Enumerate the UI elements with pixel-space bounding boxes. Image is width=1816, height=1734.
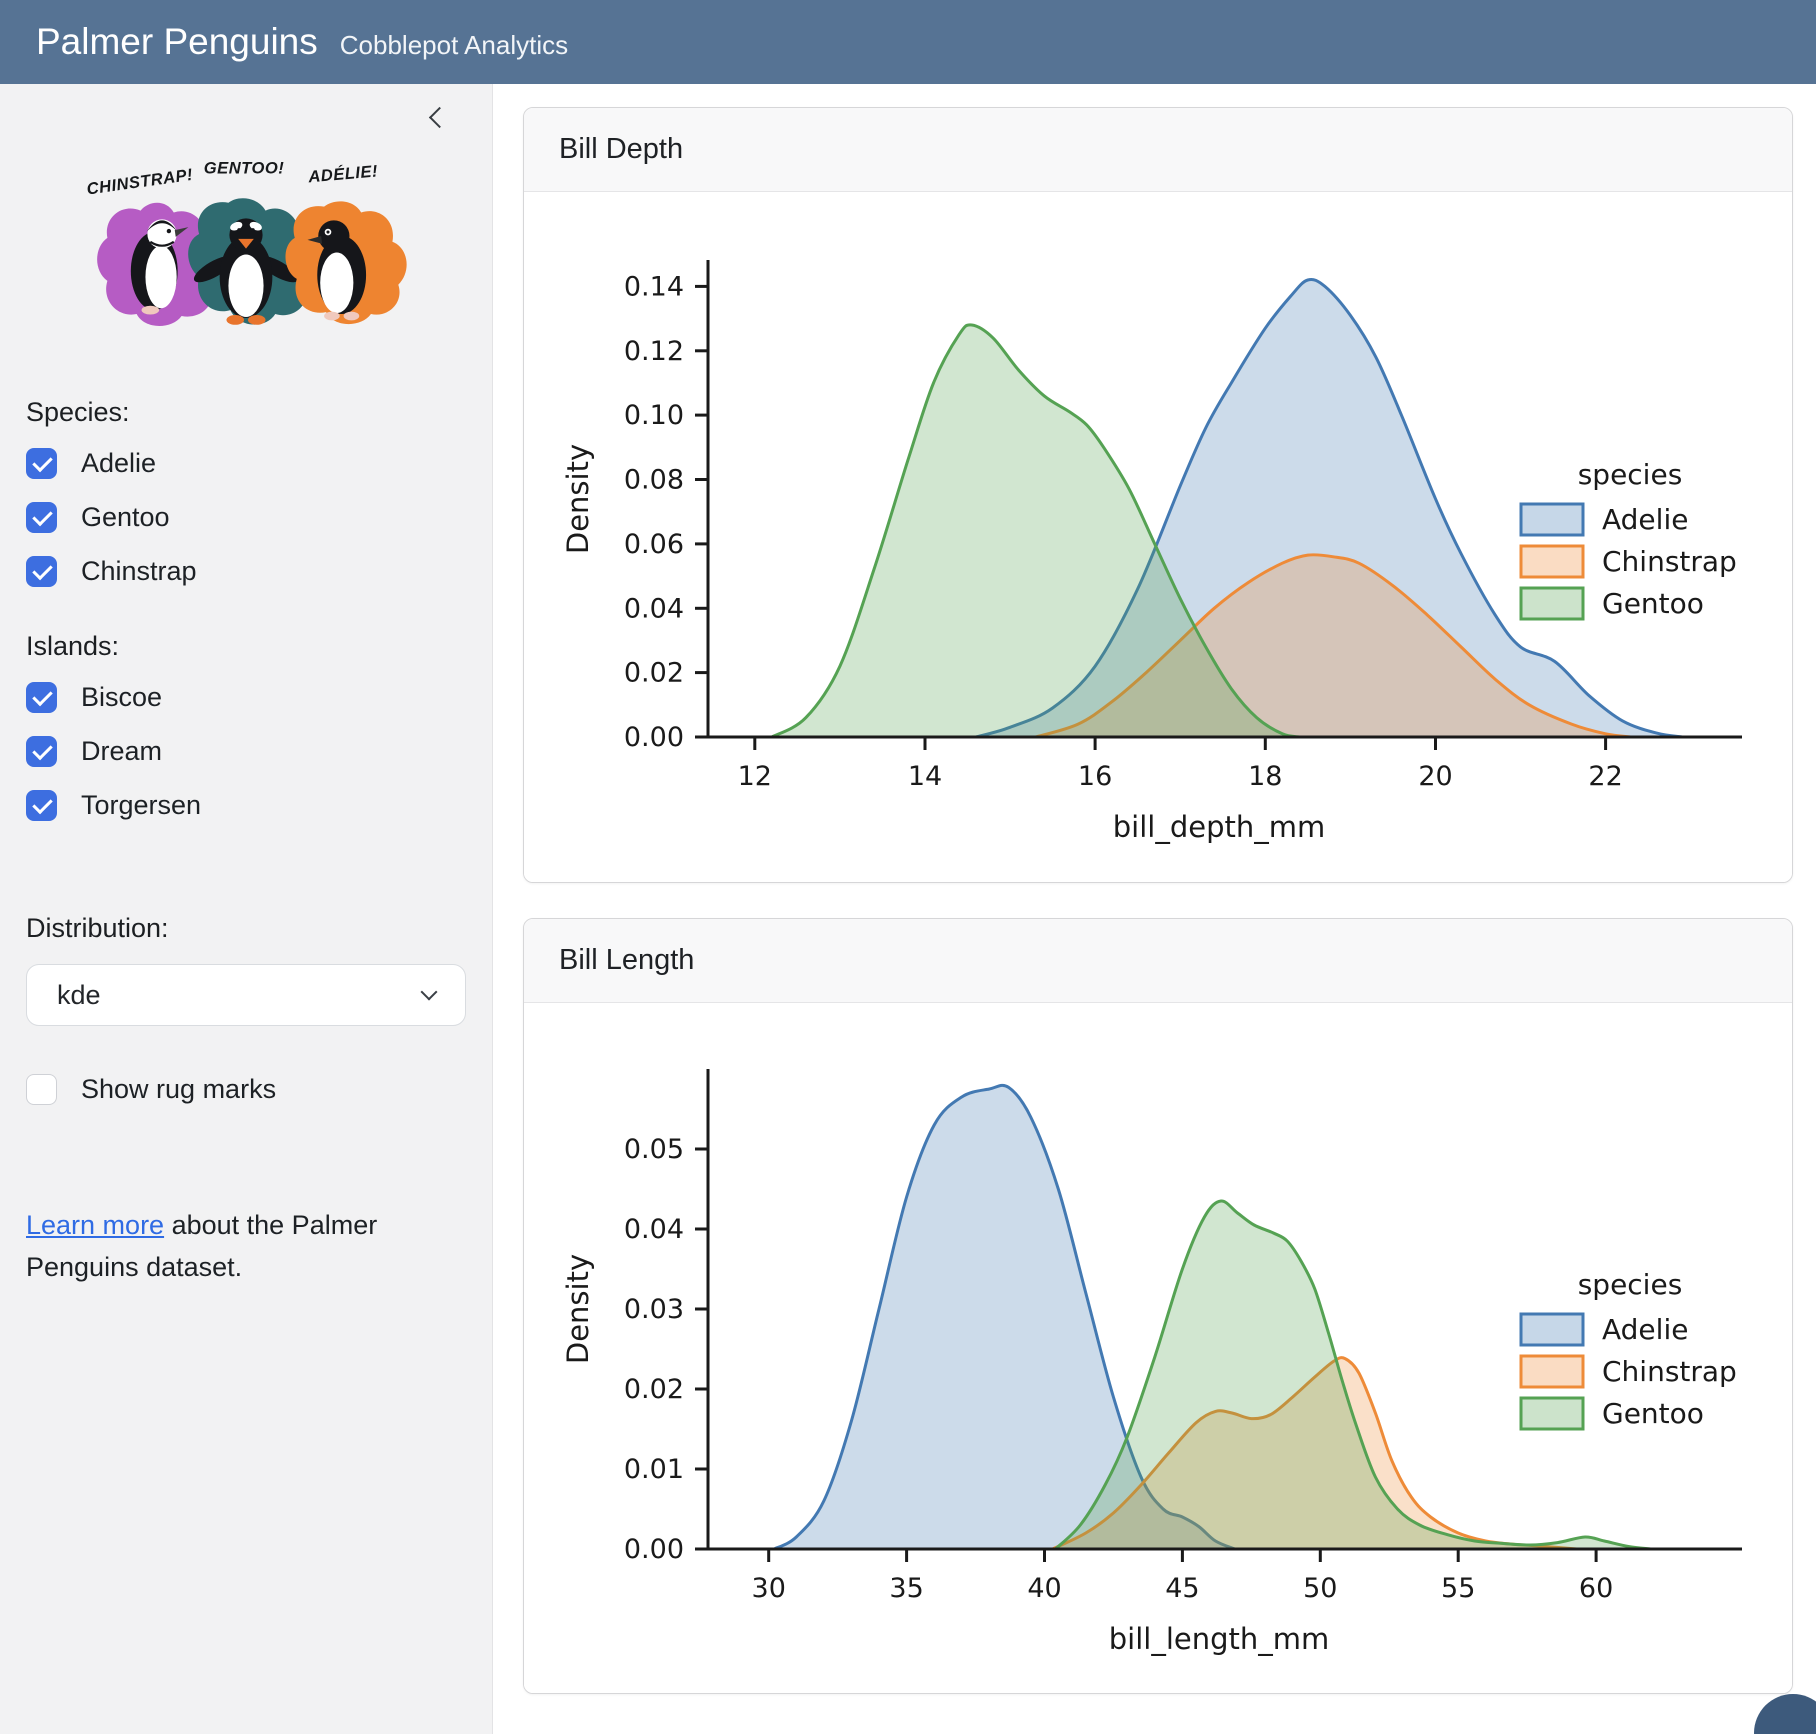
chevron-left-icon xyxy=(429,107,450,128)
bill-depth-card: Bill Depth 12 14 16 18 20 22 0.00 0.02 0.04 0.06 0… xyxy=(523,107,1793,883)
island-checkbox-torgersen[interactable]: Torgersen xyxy=(26,790,466,821)
distribution-group: Distribution: kde xyxy=(26,913,466,1026)
species-checkbox-gentoo[interactable]: Gentoo xyxy=(26,502,466,533)
svg-text:0.02: 0.02 xyxy=(624,658,684,689)
bill-length-kde-chart: 30 35 40 45 50 55 60 0.00 0.01 0.02 0.03 0.04 0.05 bi… xyxy=(524,1003,1792,1693)
legend-swatch-adelie xyxy=(1521,1314,1583,1345)
checkbox-icon[interactable] xyxy=(26,502,57,533)
legend-label-chinstrap: Chinstrap xyxy=(1602,1355,1737,1388)
svg-text:0.06: 0.06 xyxy=(624,529,684,560)
distribution-selected-value: kde xyxy=(57,980,101,1011)
svg-text:35: 35 xyxy=(889,1573,923,1604)
checkbox-label: Dream xyxy=(81,736,162,767)
checkbox-icon[interactable] xyxy=(26,682,57,713)
checkbox-label: Gentoo xyxy=(81,502,170,533)
svg-text:0.08: 0.08 xyxy=(624,465,684,496)
legend-title: species xyxy=(1578,458,1683,491)
learn-more-text: Learn more about the Palmer Penguins dat… xyxy=(26,1205,461,1289)
species-checkbox-adelie[interactable]: Adelie xyxy=(26,448,466,479)
svg-text:0.05: 0.05 xyxy=(624,1134,684,1165)
islands-group-label: Islands: xyxy=(26,631,466,662)
checkbox-label: Adelie xyxy=(81,448,156,479)
adelie-penguin-illustration xyxy=(285,201,406,324)
checkbox-icon[interactable] xyxy=(26,1074,57,1105)
svg-text:0.01: 0.01 xyxy=(624,1454,684,1485)
app-header: Palmer Penguins Cobblepot Analytics xyxy=(0,0,1816,84)
main-content: Bill Depth 12 14 16 18 20 22 0.00 0.02 0.04 0.06 0… xyxy=(493,84,1816,1734)
learn-more-link[interactable]: Learn more xyxy=(26,1210,164,1240)
islands-filter-group: Islands: Biscoe Dream Torgersen xyxy=(26,631,466,821)
legend: species Adelie Chinstrap Gentoo xyxy=(1521,458,1737,620)
checkbox-icon[interactable] xyxy=(26,556,57,587)
legend-swatch-gentoo xyxy=(1521,1398,1583,1429)
svg-text:12: 12 xyxy=(738,761,772,792)
svg-text:0.04: 0.04 xyxy=(624,1214,684,1245)
chevron-down-icon xyxy=(421,984,438,1001)
y-axis-label: Density xyxy=(561,444,595,554)
svg-text:18: 18 xyxy=(1248,761,1282,792)
legend-swatch-gentoo xyxy=(1521,588,1583,619)
penguins-artwork: CHINSTRAP! GENTOO! ADÉLIE! xyxy=(76,152,416,357)
svg-text:0.10: 0.10 xyxy=(624,400,684,431)
svg-text:0.14: 0.14 xyxy=(624,271,684,302)
show-rug-marks-checkbox[interactable]: Show rug marks xyxy=(26,1074,466,1105)
legend-label-adelie: Adelie xyxy=(1602,503,1688,536)
artwork-label-chinstrap: CHINSTRAP! xyxy=(85,165,194,199)
legend-swatch-chinstrap xyxy=(1521,1356,1583,1387)
bill-depth-kde-chart: 12 14 16 18 20 22 0.00 0.02 0.04 0.06 0.08 0.10 0.12… xyxy=(524,192,1792,882)
y-axis-label: Density xyxy=(561,1254,595,1364)
card-title-bill-depth: Bill Depth xyxy=(524,108,1792,192)
checkbox-icon[interactable] xyxy=(26,736,57,767)
species-group-label: Species: xyxy=(26,397,466,428)
svg-text:0.03: 0.03 xyxy=(624,1294,684,1325)
svg-text:50: 50 xyxy=(1303,1573,1337,1604)
svg-text:0.04: 0.04 xyxy=(624,593,684,624)
svg-text:0.00: 0.00 xyxy=(624,722,684,753)
artwork-label-adelie: ADÉLIE! xyxy=(307,161,379,186)
svg-text:14: 14 xyxy=(908,761,942,792)
x-axis-label: bill_depth_mm xyxy=(1113,810,1326,844)
svg-text:0.12: 0.12 xyxy=(624,336,684,367)
checkbox-label: Chinstrap xyxy=(81,556,197,587)
species-filter-group: Species: Adelie Gentoo Chinstrap xyxy=(26,397,466,587)
svg-text:0.00: 0.00 xyxy=(624,1534,684,1565)
app-subtitle: Cobblepot Analytics xyxy=(340,30,568,61)
svg-text:16: 16 xyxy=(1078,761,1112,792)
species-checkbox-chinstrap[interactable]: Chinstrap xyxy=(26,556,466,587)
sidebar: CHINSTRAP! GENTOO! ADÉLIE! Species: Adel… xyxy=(0,84,493,1734)
svg-text:30: 30 xyxy=(752,1573,786,1604)
island-checkbox-biscoe[interactable]: Biscoe xyxy=(26,682,466,713)
app-title: Palmer Penguins xyxy=(36,0,318,84)
checkbox-label: Show rug marks xyxy=(81,1074,276,1105)
island-checkbox-dream[interactable]: Dream xyxy=(26,736,466,767)
svg-text:60: 60 xyxy=(1579,1573,1613,1604)
legend-label-gentoo: Gentoo xyxy=(1602,1397,1704,1430)
legend-swatch-chinstrap xyxy=(1521,546,1583,577)
legend-label-gentoo: Gentoo xyxy=(1602,587,1704,620)
bill-length-card: Bill Length 30 35 40 45 50 55 60 0.00 0.01 0.02 0.… xyxy=(523,918,1793,1694)
checkbox-label: Biscoe xyxy=(81,682,162,713)
legend-swatch-adelie xyxy=(1521,504,1583,535)
legend-title: species xyxy=(1578,1268,1683,1301)
svg-text:20: 20 xyxy=(1418,761,1452,792)
artwork-label-gentoo: GENTOO! xyxy=(204,158,284,177)
legend-label-chinstrap: Chinstrap xyxy=(1602,545,1737,578)
sidebar-collapse-button[interactable] xyxy=(432,110,458,136)
svg-text:22: 22 xyxy=(1588,761,1622,792)
distribution-select[interactable]: kde xyxy=(26,964,466,1026)
svg-text:40: 40 xyxy=(1027,1573,1061,1604)
checkbox-icon[interactable] xyxy=(26,790,57,821)
svg-text:45: 45 xyxy=(1165,1573,1199,1604)
x-axis-label: bill_length_mm xyxy=(1109,1622,1330,1656)
svg-text:0.02: 0.02 xyxy=(624,1374,684,1405)
svg-text:55: 55 xyxy=(1441,1573,1475,1604)
legend: species Adelie Chinstrap Gentoo xyxy=(1521,1268,1737,1430)
card-title-bill-length: Bill Length xyxy=(524,919,1792,1003)
checkbox-icon[interactable] xyxy=(26,448,57,479)
legend-label-adelie: Adelie xyxy=(1602,1313,1688,1346)
distribution-label: Distribution: xyxy=(26,913,466,944)
checkbox-label: Torgersen xyxy=(81,790,201,821)
